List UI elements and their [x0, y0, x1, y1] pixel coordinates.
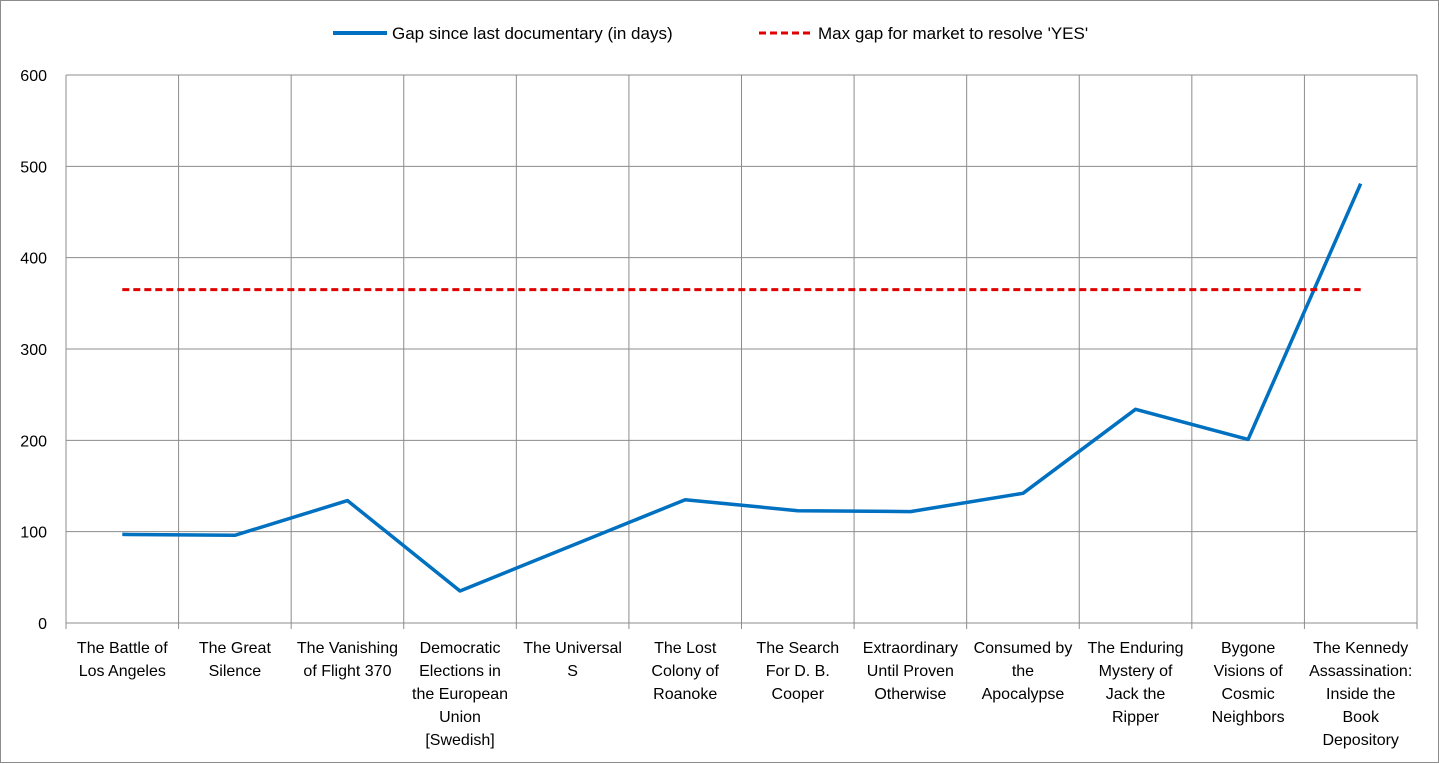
x-axis-tick-labels: The Battle of Los Angeles The Great Silence… — [77, 640, 1412, 749]
x-tick-label: The Enduring Mystery of Jack the Ripper — [1088, 640, 1184, 726]
x-tick-label: The Lost Colony of Roanoke — [651, 640, 719, 703]
y-axis-tick-labels: 0 100 200 300 400 500 600 — [20, 68, 47, 633]
x-tick-label: Consumed by the Apocalypse — [974, 640, 1073, 703]
legend-label-gap-series: Gap since last documentary (in days) — [392, 24, 673, 43]
y-tick-label: 0 — [38, 616, 47, 633]
legend-label-max-gap: Max gap for market to resolve 'YES' — [818, 24, 1088, 43]
x-tick-label: The Battle of Los Angeles — [77, 640, 168, 680]
x-tick-label: The Search For D. B. Cooper — [756, 640, 839, 703]
x-tick-label: Democratic Elections in the European Union[… — [412, 640, 508, 749]
x-tick-label: The Great Silence — [199, 640, 272, 680]
series-lines — [122, 182, 1363, 593]
y-tick-label: 200 — [20, 433, 47, 450]
x-tick-label: The Vanishing of Flight 370 — [297, 640, 398, 680]
gap-series-line — [122, 182, 1363, 593]
x-tick-label: The Universal S — [523, 640, 622, 680]
x-tick-label: Bygone Visions of Cosmic Neighbors — [1212, 640, 1285, 726]
x-tick-label: Extraordinary Until Proven Otherwise — [863, 640, 958, 703]
y-tick-label: 300 — [20, 342, 47, 359]
x-tick-label: The Kennedy Assassination: Inside the Book D… — [1309, 640, 1412, 749]
legend: Gap since last documentary (in days) Max… — [333, 24, 1088, 43]
y-tick-label: 500 — [20, 159, 47, 176]
y-tick-label: 400 — [20, 251, 47, 268]
y-tick-label: 100 — [20, 525, 47, 542]
y-tick-label: 600 — [20, 68, 47, 85]
gridlines — [65, 74, 1418, 629]
